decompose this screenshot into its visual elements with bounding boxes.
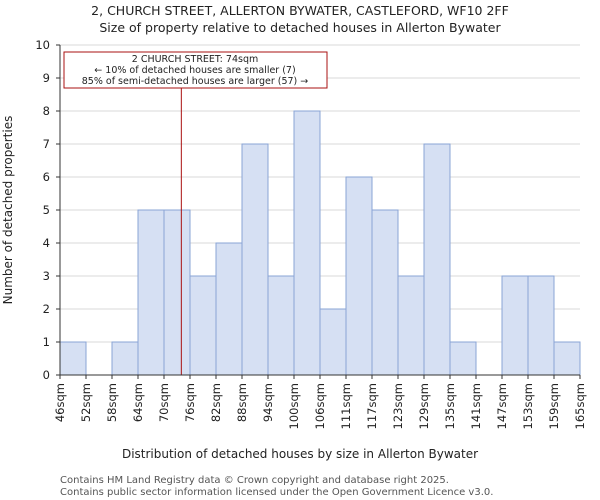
y-tick-label: 2: [43, 302, 50, 316]
footer-line-2: Contains public sector information licen…: [60, 487, 493, 498]
bar-129sqm: [423, 143, 451, 376]
bar-100sqm: [293, 110, 321, 376]
x-tick-label: 52sqm: [79, 383, 93, 422]
y-tick-label: 10: [35, 38, 50, 52]
bar-111sqm: [345, 176, 373, 376]
x-tick-label: 88sqm: [235, 383, 249, 422]
x-tick-label: 135sqm: [443, 383, 457, 429]
x-tick-label: 58sqm: [105, 383, 119, 422]
annotation-line-1: 2 CHURCH STREET: 74sqm: [132, 54, 258, 65]
y-axis-label: Number of detached properties: [1, 116, 15, 305]
bar-64sqm: [137, 209, 165, 376]
footer-line-1: Contains HM Land Registry data © Crown c…: [60, 475, 449, 486]
bar-153sqm: [527, 275, 555, 376]
annotation-line-3: 85% of semi-detached houses are larger (…: [82, 76, 309, 87]
x-tick-label: 82sqm: [209, 383, 223, 422]
x-tick-label: 106sqm: [313, 383, 327, 429]
x-tick-label: 76sqm: [183, 383, 197, 422]
x-tick-label: 64sqm: [131, 383, 145, 422]
y-tick-label: 8: [43, 104, 50, 118]
x-tick-label: 94sqm: [261, 383, 275, 422]
x-tick-label: 159sqm: [547, 383, 561, 429]
annotation-border: [63, 51, 328, 89]
x-tick-label: 100sqm: [287, 383, 301, 429]
y-tick-label: 6: [43, 170, 50, 184]
x-tick-label: 70sqm: [157, 383, 171, 422]
x-tick-label: 123sqm: [391, 383, 405, 429]
y-tick-label: 1: [43, 335, 50, 349]
y-tick-label: 0: [43, 368, 50, 382]
x-axis-label: Distribution of detached houses by size …: [122, 447, 478, 461]
x-tick-label: 147sqm: [495, 383, 509, 429]
y-tick-labels: 0 1 2 3 4 5 6 7 8 9 10: [35, 38, 60, 382]
bar-58sqm: [111, 341, 139, 376]
bar-82sqm: [215, 242, 243, 376]
bar-106sqm: [319, 308, 347, 376]
x-tick-label: 111sqm: [339, 383, 353, 429]
bar-117sqm: [371, 209, 399, 376]
bar-159sqm: [553, 341, 581, 376]
bar-147sqm: [501, 275, 529, 376]
bars: [59, 110, 581, 376]
x-tick-label: 153sqm: [521, 383, 535, 429]
x-tick-labels: 46sqm 52sqm 58sqm 64sqm 70sqm 76sqm 82sqm 88sqm…: [53, 375, 587, 429]
bar-135sqm: [449, 341, 477, 376]
x-tick-label: 129sqm: [417, 383, 431, 429]
x-tick-label: 117sqm: [365, 383, 379, 429]
y-tick-label: 9: [43, 71, 50, 85]
x-tick-label: 46sqm: [53, 383, 67, 422]
x-tick-label: 141sqm: [469, 383, 483, 429]
bar-88sqm: [241, 143, 269, 376]
annotation-box: 2 CHURCH STREET: 74sqm ← 10% of detached…: [63, 51, 328, 89]
bar-94sqm: [267, 275, 295, 376]
annotation-line-2: ← 10% of detached houses are smaller (7): [94, 65, 295, 76]
y-tick-label: 7: [43, 137, 50, 151]
x-tick-label: 165sqm: [573, 383, 587, 429]
y-tick-label: 5: [43, 203, 50, 217]
bar-70sqm: [163, 209, 191, 376]
chart-subtitle: Size of property relative to detached ho…: [99, 20, 501, 35]
chart-title: 2, CHURCH STREET, ALLERTON BYWATER, CAST…: [91, 3, 509, 18]
bar-76sqm: [189, 275, 217, 376]
bar-46sqm: [59, 341, 87, 376]
y-tick-label: 4: [43, 236, 50, 250]
bar-123sqm: [397, 275, 425, 376]
y-tick-label: 3: [43, 269, 50, 283]
